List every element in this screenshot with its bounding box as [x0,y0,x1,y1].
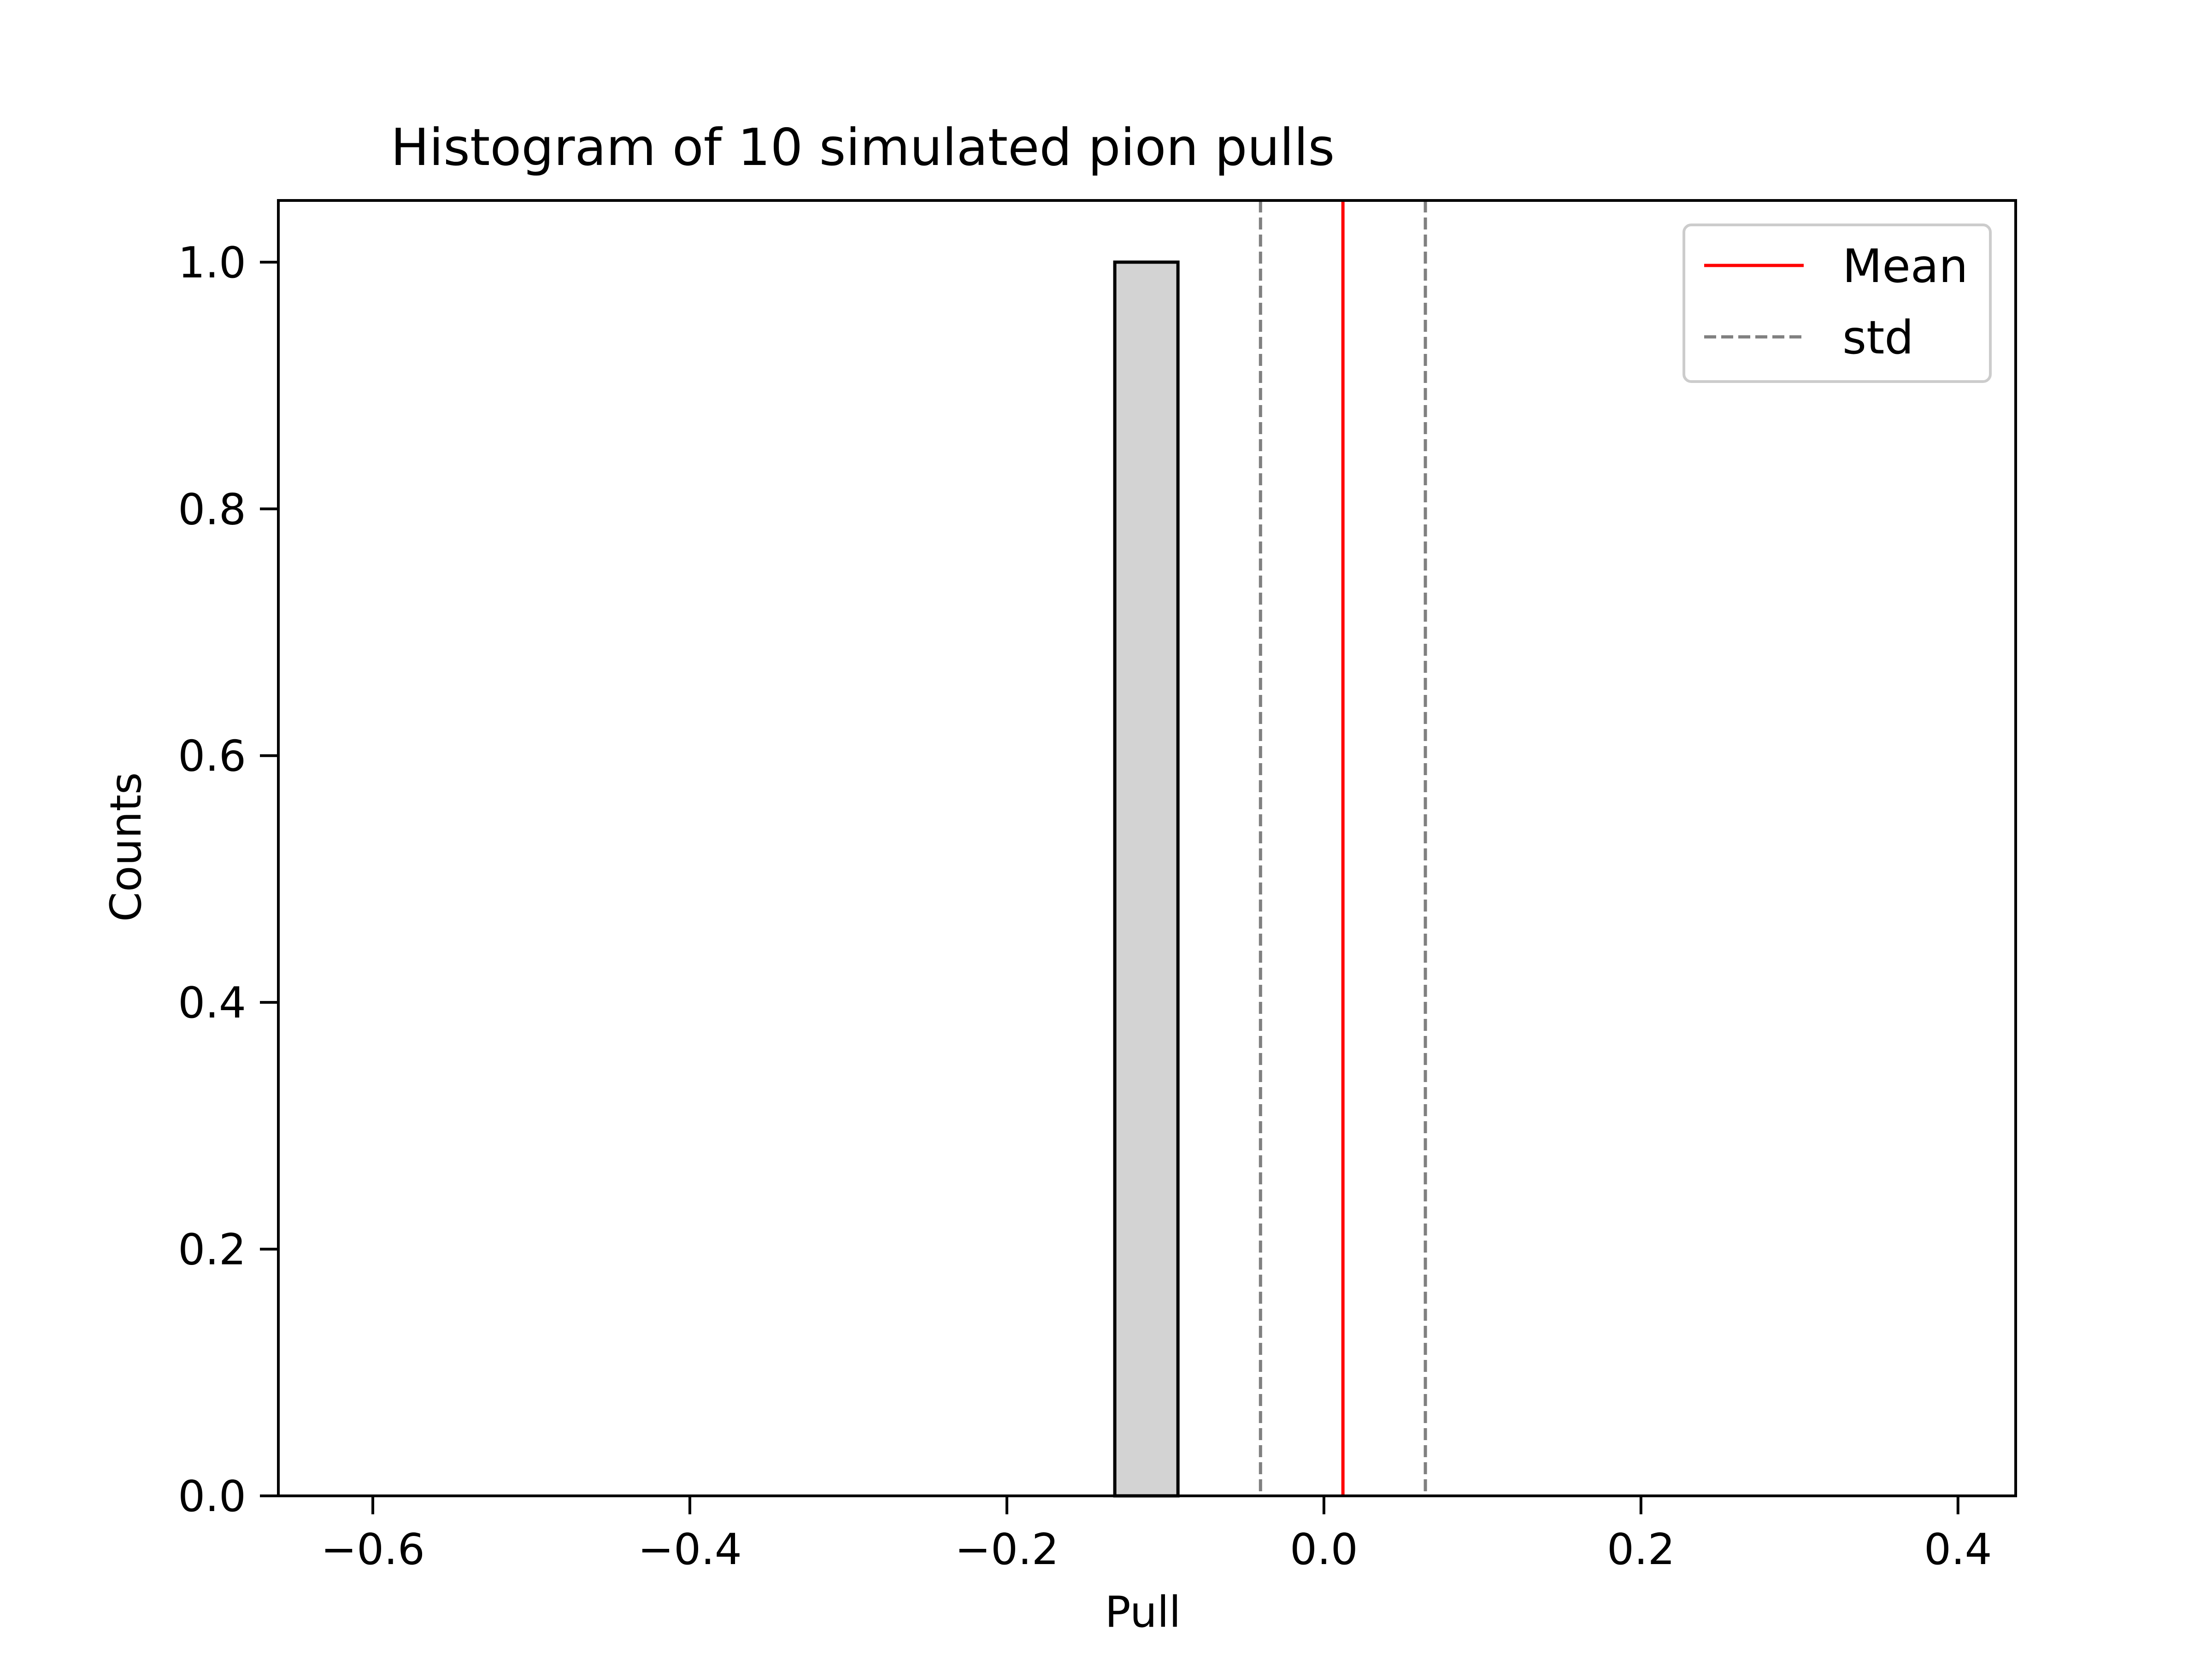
x-tick-label: 0.2 [1607,1524,1675,1574]
chart-title: Histogram of 10 simulated pion pulls [391,118,1335,177]
x-tick-label: 0.0 [1290,1524,1358,1574]
x-tick-label: −0.2 [955,1524,1059,1574]
axes-frame [277,199,2017,1497]
y-tick-label: 1.0 [178,238,246,288]
legend-std-label: std [1842,311,1914,365]
y-tick-label: 0.0 [178,1471,246,1521]
y-tick-label: 0.6 [178,731,246,781]
legend-mean-label: Mean [1842,239,1968,293]
y-tick-label: 0.8 [178,484,246,534]
x-tick-label: 0.4 [1924,1524,1992,1574]
y-axis-label: Counts [101,772,151,922]
plot-area: −0.6 −0.4 −0.2 0.0 0.2 0.4 0.0 0.2 0.4 0.6 0.8 1.0 [178,199,2017,1574]
y-tick-label: 0.2 [178,1225,246,1275]
histogram-bar [1113,260,1180,1498]
legend: Mean std [1683,224,1992,383]
x-tick-label: −0.4 [638,1524,742,1574]
y-tick-label: 0.4 [178,978,246,1028]
x-tick-label: −0.6 [321,1524,425,1574]
x-axis-label: Pull [1105,1587,1181,1637]
